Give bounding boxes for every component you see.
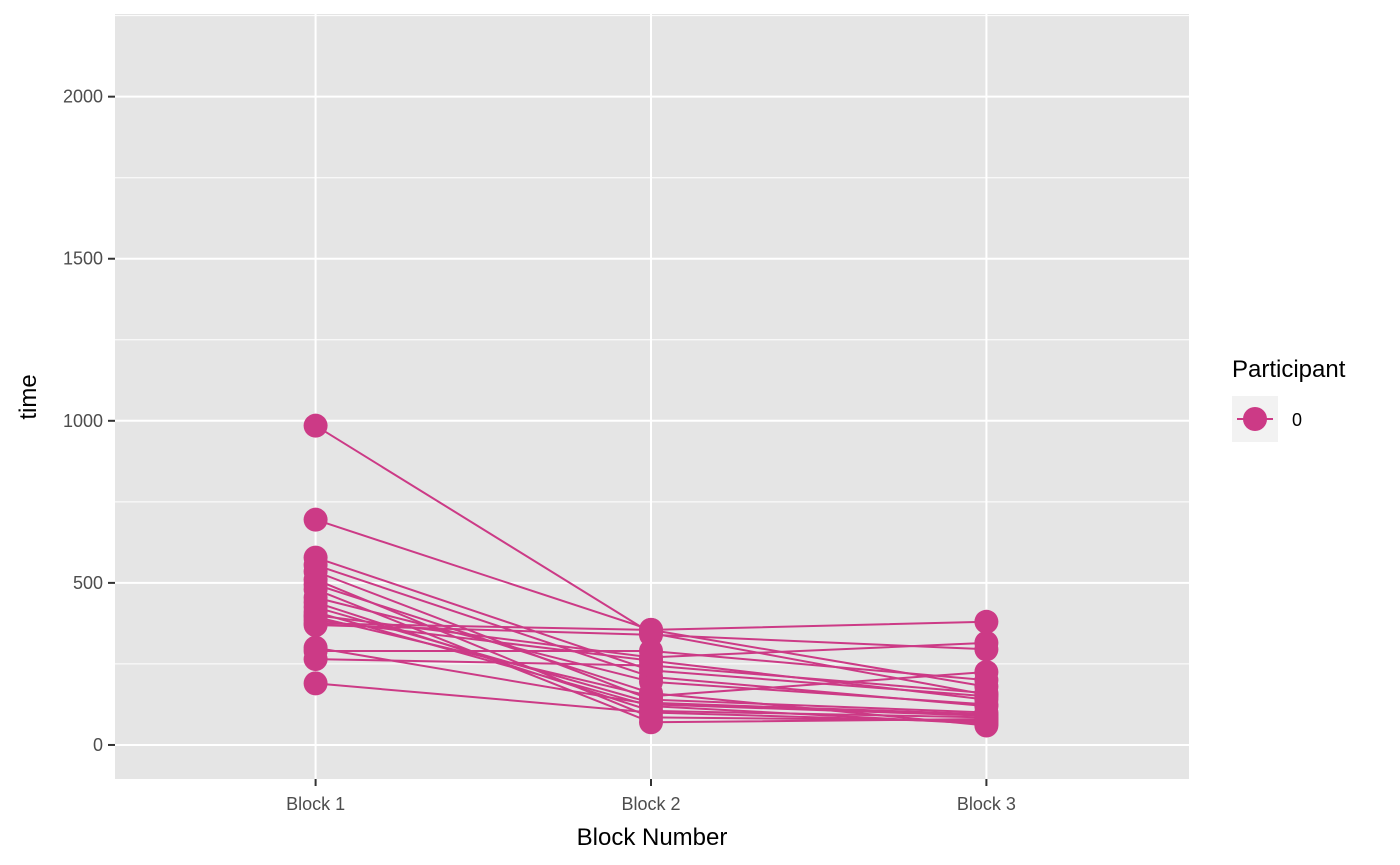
legend: Participant 0 [1232, 356, 1346, 442]
data-point [974, 637, 999, 662]
data-point [974, 681, 999, 706]
x-tick-label: Block 2 [621, 794, 680, 814]
y-tick-label: 0 [93, 735, 103, 755]
x-axis-title: Block Number [577, 824, 728, 851]
data-point [974, 609, 999, 634]
data-point [303, 647, 328, 672]
data-point [303, 671, 328, 696]
data-point [303, 613, 328, 638]
y-tick-label: 1000 [63, 411, 103, 431]
legend-label: 0 [1292, 410, 1302, 430]
x-axis: Block 1 Block 2 Block 3 [286, 779, 1016, 814]
data-point [639, 653, 663, 678]
data-point [303, 507, 328, 532]
data-point [974, 710, 999, 735]
y-tick-label: 500 [73, 573, 103, 593]
series-points [303, 413, 999, 738]
x-tick-label: Block 1 [286, 794, 345, 814]
legend-key-point [1243, 407, 1267, 431]
y-tick-label: 2000 [63, 87, 103, 107]
y-axis-title: time [15, 374, 42, 419]
y-tick-label: 1500 [63, 249, 103, 269]
data-point [639, 700, 663, 725]
data-point [303, 413, 328, 438]
legend-title: Participant [1232, 356, 1346, 383]
y-axis: 0 500 1000 1500 2000 [63, 87, 115, 755]
x-tick-label: Block 3 [957, 794, 1016, 814]
